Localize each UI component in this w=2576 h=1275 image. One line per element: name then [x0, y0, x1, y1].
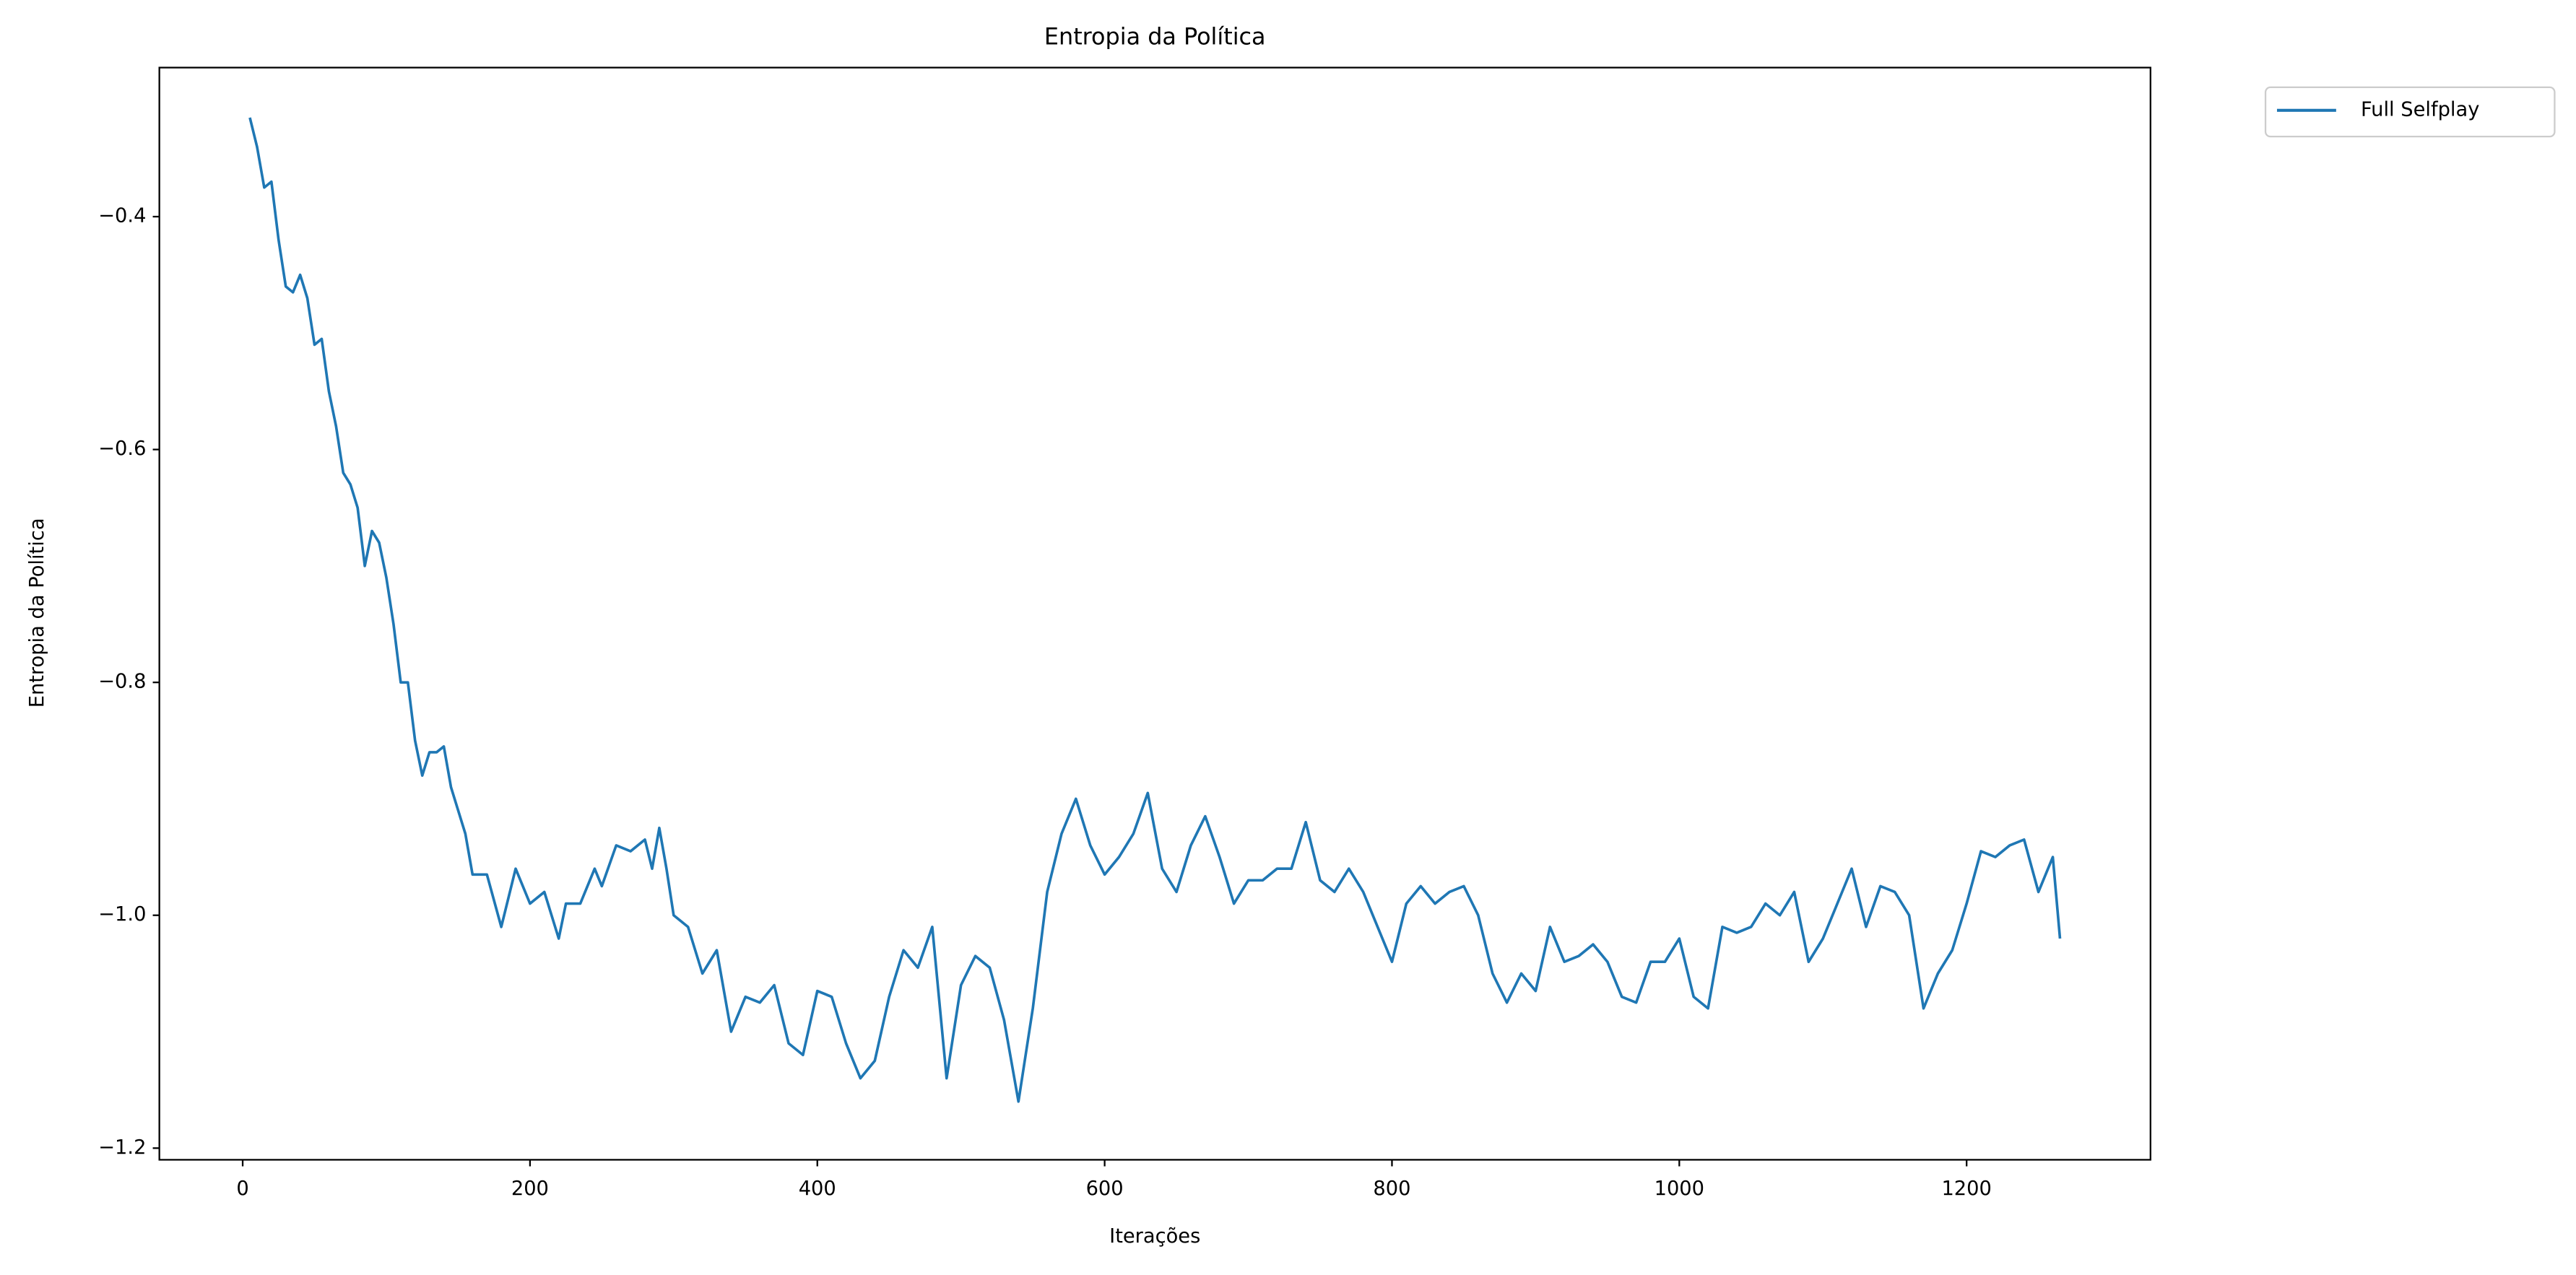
data-line [248, 117, 2062, 1103]
x-tick-label: 200 [511, 1178, 549, 1200]
y-tick-label: −0.4 [98, 205, 146, 227]
x-tick-label: 600 [1086, 1178, 1124, 1200]
legend-label: Full Selfplay [2361, 98, 2479, 121]
y-axis-label: Entropia da Política [26, 518, 48, 708]
y-tick-label: −0.6 [98, 438, 146, 460]
y-tick-label: −0.8 [98, 671, 146, 693]
x-tick-label: 1000 [1655, 1178, 1704, 1200]
x-tick-label: 400 [799, 1178, 836, 1200]
x-tick-label: 1200 [1941, 1178, 1991, 1200]
x-tick-label: 0 [236, 1178, 248, 1200]
y-tick-label: −1.2 [98, 1136, 146, 1159]
y-tick-label: −1.0 [98, 903, 146, 926]
x-tick-label: 800 [1373, 1178, 1410, 1200]
plot-frame [158, 66, 2151, 1161]
chart-title: Entropia da Política [1044, 23, 1266, 51]
x-axis-label: Iterações [1109, 1225, 1200, 1248]
legend-box [2264, 86, 2556, 138]
